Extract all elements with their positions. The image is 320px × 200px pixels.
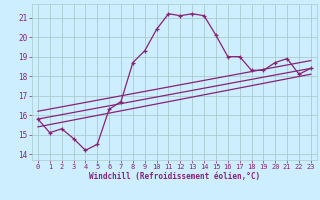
X-axis label: Windchill (Refroidissement éolien,°C): Windchill (Refroidissement éolien,°C) — [89, 172, 260, 181]
